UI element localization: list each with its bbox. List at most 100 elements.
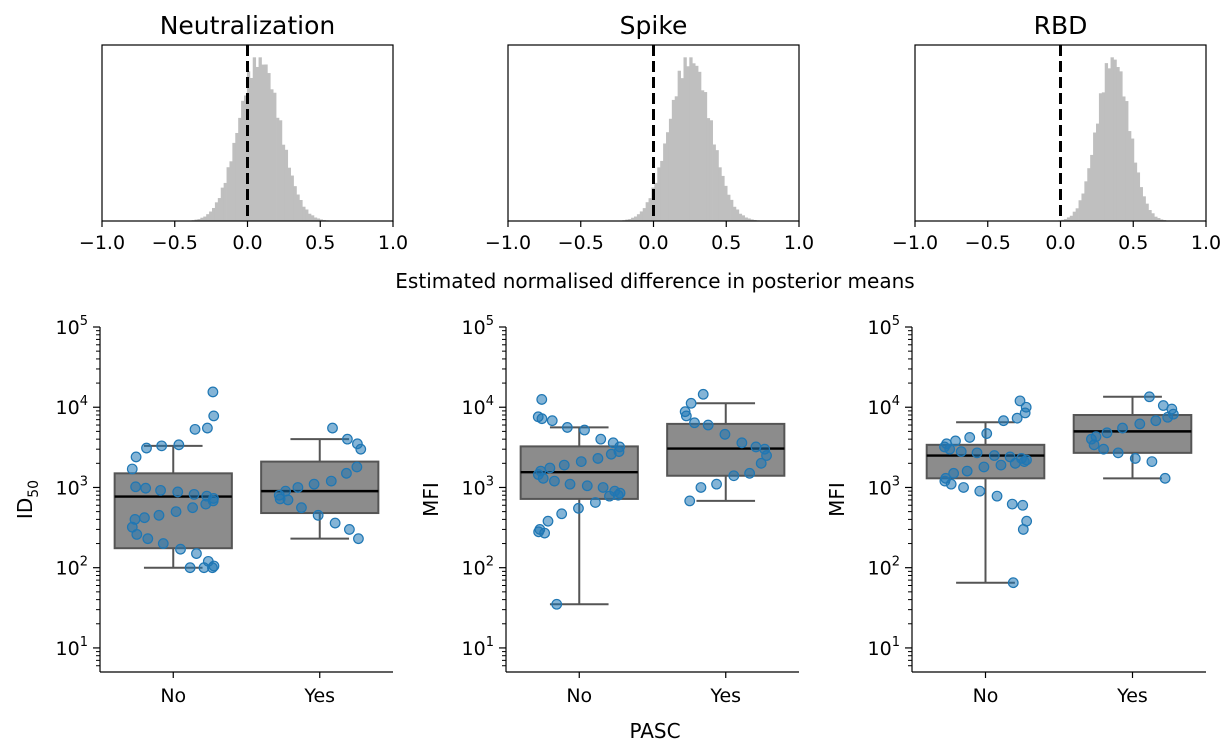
histogram-bar — [1154, 216, 1158, 221]
y-tick-label: 105 — [56, 314, 88, 339]
data-point — [280, 485, 291, 497]
y-tick-label: 104 — [462, 394, 494, 419]
histogram-bar — [698, 71, 702, 221]
data-point — [981, 428, 993, 439]
data-point — [191, 548, 202, 559]
x-tick-label: −0.5 — [152, 232, 198, 254]
x-category-label: No — [566, 685, 592, 707]
data-point — [1014, 395, 1026, 407]
histogram-bar — [206, 214, 210, 221]
histogram-bar — [1157, 218, 1161, 221]
histogram-bar — [1063, 219, 1068, 221]
data-point — [609, 485, 621, 497]
histogram-bar — [703, 92, 708, 221]
x-tick-label: 1.0 — [1191, 232, 1221, 254]
histogram-bar — [299, 200, 303, 221]
data-point — [995, 459, 1007, 471]
histogram-bar — [209, 211, 213, 221]
histogram-bar — [1087, 168, 1091, 221]
y-tick-exponent: 2 — [486, 555, 494, 570]
data-point — [711, 478, 722, 490]
data-point — [156, 440, 168, 452]
histogram-bar — [657, 167, 661, 221]
histogram-bar — [706, 118, 711, 221]
histogram-bar — [1101, 92, 1106, 221]
histogram-bar — [249, 77, 254, 221]
data-point — [1007, 577, 1019, 589]
y-tick-base: 10 — [868, 477, 892, 499]
histogram-bar — [1133, 162, 1138, 221]
histogram-bar — [1128, 131, 1132, 221]
data-point — [978, 461, 990, 473]
histogram-bar — [680, 78, 684, 221]
data-point — [173, 439, 185, 451]
data-point — [153, 509, 165, 521]
histogram-bar — [668, 118, 673, 221]
data-point — [940, 472, 952, 484]
y-tick-label: 101 — [462, 635, 494, 660]
data-point — [1157, 400, 1169, 411]
histogram-bar — [721, 175, 725, 221]
histogram-bar — [700, 90, 705, 221]
histogram-bar — [217, 198, 222, 221]
data-point — [292, 482, 304, 493]
data-point — [1021, 515, 1033, 527]
data-point — [296, 502, 307, 514]
data-point — [1017, 499, 1029, 511]
histogram-bar — [747, 218, 751, 221]
data-point — [964, 432, 976, 443]
data-point — [971, 447, 983, 459]
y-tick-base: 10 — [56, 317, 80, 339]
histogram-title: Neutralization — [160, 11, 336, 40]
histogram-bar — [689, 57, 693, 221]
data-point — [1117, 422, 1128, 434]
data-point — [684, 495, 696, 507]
x-tick-label: 0.5 — [305, 232, 335, 254]
histogram-bar — [293, 186, 297, 221]
y-tick-exponent: 3 — [892, 474, 900, 489]
data-point — [958, 482, 969, 493]
histogram-bar — [1078, 200, 1082, 221]
x-tick-label: 1.0 — [784, 232, 814, 254]
data-point — [702, 419, 714, 431]
x-tick-label: 0.5 — [1118, 232, 1148, 254]
y-tick-base: 10 — [56, 558, 80, 580]
data-point — [1112, 447, 1124, 459]
histogram-bar — [319, 219, 323, 221]
histogram-bar — [677, 70, 681, 221]
histogram-bar — [302, 206, 306, 221]
histogram-bar — [744, 217, 748, 221]
y-tick-label: 104 — [868, 394, 900, 419]
histogram-bar — [1098, 93, 1103, 221]
y-tick-label: 102 — [56, 555, 88, 580]
histogram-bar — [712, 144, 716, 221]
data-point — [201, 422, 213, 434]
histogram-bar — [1110, 57, 1114, 221]
data-point — [988, 450, 1000, 461]
y-tick-base: 10 — [56, 477, 80, 499]
x-tick-label: 0.0 — [232, 232, 262, 254]
histogram-bar — [290, 175, 294, 221]
y-tick-label: 105 — [868, 314, 900, 339]
histogram-bar — [220, 187, 225, 221]
data-point — [544, 462, 556, 474]
data-point — [592, 453, 604, 464]
data-point — [187, 502, 199, 514]
histogram-bar — [674, 96, 679, 221]
histogram-bar — [267, 73, 271, 221]
y-tick-base: 10 — [462, 558, 486, 580]
y-tick-exponent: 1 — [80, 635, 88, 650]
histogram-bar — [255, 66, 259, 221]
data-point — [685, 397, 697, 409]
x-tick-label: −1.0 — [892, 232, 938, 254]
histogram-bar — [732, 206, 737, 221]
data-point — [130, 481, 142, 493]
data-point — [325, 475, 337, 487]
histogram-bar — [229, 161, 233, 221]
data-point — [607, 437, 619, 449]
data-point — [139, 512, 150, 524]
y-axis-label-main: MFI — [825, 482, 849, 517]
data-point — [759, 443, 771, 455]
histogram-bar — [1136, 172, 1141, 221]
